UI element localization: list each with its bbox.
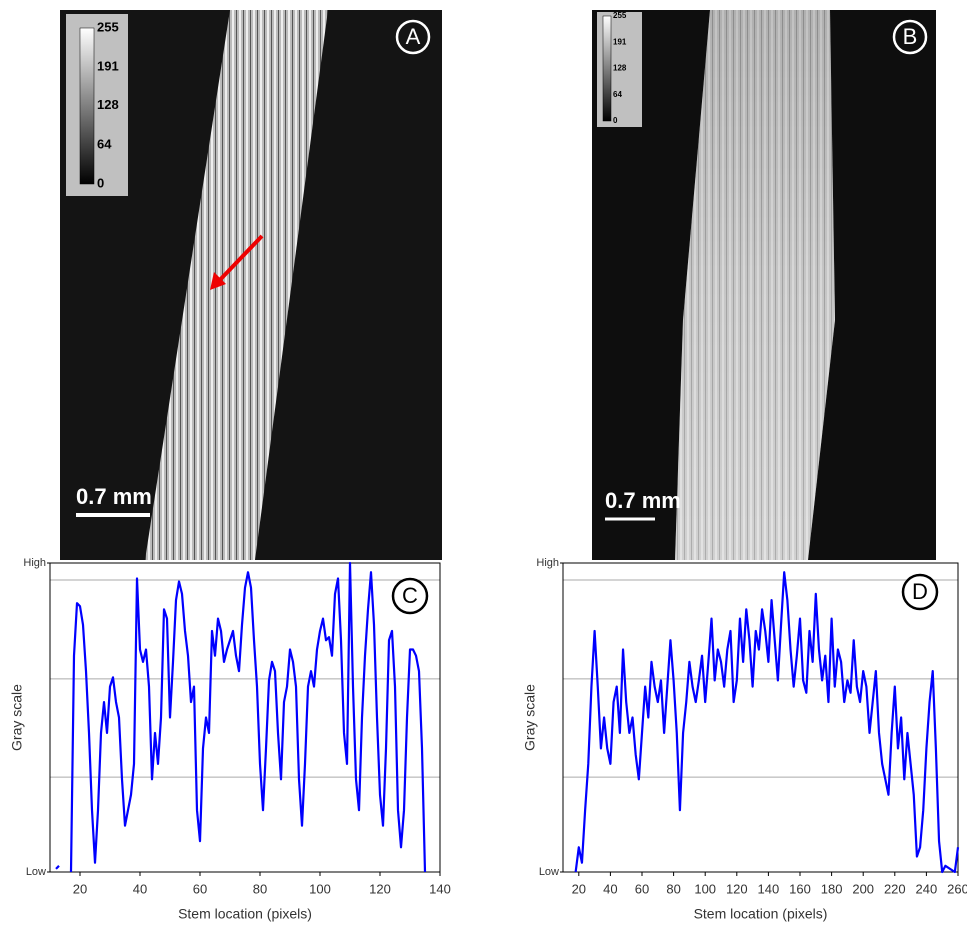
arrow	[214, 234, 264, 286]
x-tick-label: 220	[884, 881, 906, 896]
colorbar-ticks: 255 191 128 64 0	[97, 19, 119, 190]
colorbar-tick-label: 255	[613, 11, 627, 20]
colorbar-tick-label: 64	[613, 90, 622, 99]
x-tick-label: 140	[758, 881, 780, 896]
colorbar-tick-label: 0	[613, 116, 618, 125]
panel-label: B	[903, 24, 918, 49]
colorbar-tick-label: 64	[97, 136, 112, 151]
panel-circle	[391, 577, 429, 615]
arrow-head	[210, 272, 226, 290]
x-tick-label: 80	[253, 881, 267, 896]
stem-a	[145, 10, 328, 560]
x-tick-label: 80	[666, 881, 680, 896]
x-tick-label: 100	[309, 881, 331, 896]
x-axis-label: Stem location (pixels)	[694, 906, 828, 922]
y-tick-label: High	[23, 557, 46, 569]
y-axis-label: Gray scale	[9, 684, 25, 751]
y-axis-label: Gray scale	[522, 684, 538, 751]
stem-b-texture	[675, 10, 835, 560]
x-tick-label: 60	[193, 881, 207, 896]
scale-bar-label: 0.7 mm	[605, 488, 681, 513]
x-tick-label: 160	[789, 881, 811, 896]
panel-circle	[901, 573, 939, 611]
x-tick-label: 200	[852, 881, 874, 896]
x-tick-label: 20	[73, 881, 87, 896]
data-line	[55, 561, 427, 873]
x-tick-label: 40	[133, 881, 147, 896]
colorbar-tick-label: 0	[97, 175, 104, 190]
colorbar-tick-label: 128	[613, 63, 627, 72]
x-tick-label: 120	[726, 881, 748, 896]
panel-label: C	[402, 583, 418, 608]
x-tick-label: 120	[369, 881, 391, 896]
panel-circle	[892, 19, 928, 55]
charts: Low High 20 40 60 80 100 120 140 Stem location (p…	[9, 557, 967, 922]
data-line	[574, 571, 960, 874]
colorbar-tick-label: 255	[97, 19, 119, 34]
colorbar-ticks: 255 191 128 64 0	[613, 11, 627, 125]
y-tick-label: Low	[26, 866, 46, 878]
colorbar	[602, 15, 612, 122]
x-tick-label: 40	[603, 881, 617, 896]
x-tick-label: 180	[821, 881, 843, 896]
plot-frame	[562, 562, 959, 873]
x-tick-label: 60	[635, 881, 649, 896]
x-tick-label: 100	[694, 881, 716, 896]
x-tick-label: 240	[916, 881, 938, 896]
y-tick-label: High	[536, 557, 559, 569]
panel-label: A	[406, 24, 421, 49]
colorbar	[79, 27, 95, 185]
x-tick-label: 260	[947, 881, 967, 896]
plot-frame	[49, 562, 441, 873]
scale-bar-label: 0.7 mm	[76, 484, 152, 509]
x-tick-label: 140	[429, 881, 451, 896]
colorbar-tick-label: 191	[613, 37, 627, 46]
panel-circle	[395, 19, 431, 55]
colorbar-tick-label: 191	[97, 59, 119, 74]
panel-label: D	[912, 579, 928, 604]
y-tick-label: Low	[539, 866, 559, 878]
x-axis-label: Stem location (pixels)	[178, 906, 312, 922]
x-tick-label: 20	[572, 881, 586, 896]
colorbar-tick-label: 128	[97, 97, 119, 112]
colorbar-box	[66, 14, 128, 196]
